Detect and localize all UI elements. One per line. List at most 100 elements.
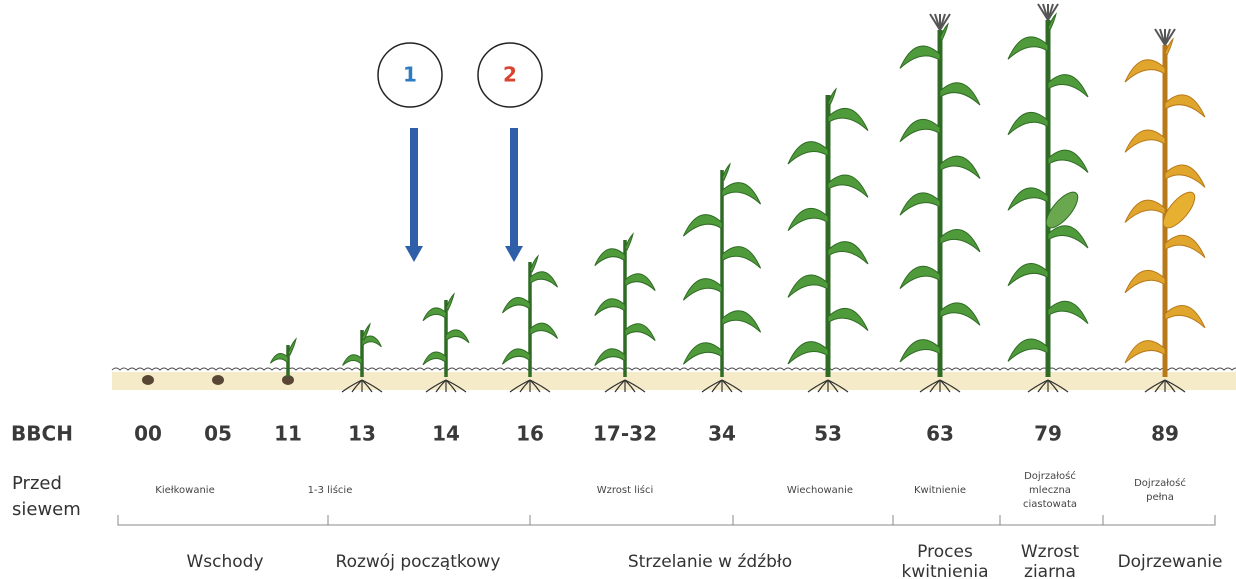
leaf (501, 348, 531, 365)
sub-stage: Kwitnienie (914, 485, 966, 496)
leaf (721, 182, 762, 205)
sub-stage: ciastowata (1023, 499, 1077, 510)
seed (142, 375, 154, 385)
root (435, 379, 447, 393)
leaf (827, 307, 869, 332)
cob (1162, 191, 1196, 229)
leaf (1047, 300, 1089, 324)
marker-circle (377, 42, 443, 108)
leaf (939, 155, 981, 179)
root (604, 379, 626, 393)
root (1037, 379, 1049, 393)
arrow-head (405, 246, 423, 262)
marker-circle (477, 42, 543, 108)
sub-stage: pełna (1146, 492, 1174, 503)
sub-stage: Kiełkowanie (155, 485, 214, 496)
root (445, 379, 467, 393)
leaf (1164, 94, 1206, 118)
leaf-tip (624, 232, 634, 251)
root (509, 379, 531, 393)
bbch-code: 34 (708, 422, 736, 446)
leaf (624, 273, 656, 291)
root (1027, 379, 1049, 393)
root (529, 379, 551, 393)
leaf-tip (721, 162, 731, 181)
leaf-tip (939, 22, 949, 41)
bbch-code: 00 (134, 422, 162, 446)
stage-bracket (117, 515, 1216, 526)
sub-stage: mleczna (1029, 485, 1071, 496)
leaf (594, 298, 626, 316)
leaf (1124, 129, 1166, 153)
main-stage: Wschody (186, 552, 263, 572)
leaf (899, 265, 941, 289)
leaf (529, 271, 559, 288)
leaf-tip (361, 322, 371, 341)
leaf (445, 329, 470, 344)
bbch-code: 79 (1034, 422, 1062, 446)
leaf (682, 342, 723, 365)
leaf (501, 296, 531, 314)
root (1144, 379, 1166, 393)
bbch-code: 14 (432, 422, 460, 446)
leaf (1047, 149, 1089, 173)
leaf (1124, 269, 1166, 294)
soil-band (112, 372, 1236, 390)
pre-sowing: Przed (12, 473, 62, 494)
seed (212, 375, 224, 385)
leaf (682, 214, 723, 237)
arrow-shaft (510, 128, 518, 248)
arrow-head (505, 246, 523, 262)
bbch-code: 17-32 (593, 422, 657, 446)
bbch-code: 53 (814, 422, 842, 446)
root (1154, 379, 1166, 393)
leaf (422, 307, 447, 322)
sub-stage: Dojrzałość (1024, 470, 1076, 482)
root (807, 379, 829, 393)
marker-label: 1 (403, 63, 417, 87)
leaf (1164, 304, 1206, 329)
root (919, 379, 941, 393)
main-stage: Strzelanie w źdźbło (628, 552, 792, 572)
root (519, 379, 531, 393)
root (351, 379, 363, 393)
leaf (342, 354, 363, 366)
leaf (594, 248, 626, 266)
leaf (1164, 234, 1206, 258)
leaf (827, 107, 869, 132)
tassel (939, 13, 951, 31)
leaf-tip (445, 292, 455, 311)
ground-line (111, 367, 1236, 371)
leaf (529, 322, 559, 339)
leaf (787, 141, 829, 165)
leaf (787, 274, 829, 298)
root (1047, 379, 1069, 393)
bbch-code: 13 (348, 422, 376, 446)
root (939, 379, 961, 393)
root (817, 379, 829, 393)
main-stage: ziarna (1024, 562, 1076, 579)
leaf (1124, 199, 1166, 223)
bbch-code: 63 (926, 422, 954, 446)
leaf (939, 82, 981, 106)
bbch-code: 16 (516, 422, 544, 446)
leaf (1124, 59, 1166, 83)
leaf-tip (827, 87, 837, 106)
leaf (939, 302, 981, 326)
leaf (361, 335, 382, 348)
sub-stage: Wzrost liści (597, 484, 654, 496)
leaf (1007, 262, 1049, 287)
main-stage: Dojrzewanie (1118, 552, 1223, 572)
root (827, 379, 849, 393)
main-stage: Proces (917, 542, 973, 562)
leaf (422, 351, 447, 366)
leaf (721, 310, 762, 333)
leaf (939, 229, 981, 253)
bbch-code: 89 (1151, 422, 1179, 446)
leaf (899, 45, 941, 69)
leaf (787, 341, 829, 365)
tassel (1047, 3, 1059, 21)
leaf (1007, 111, 1049, 136)
root (425, 379, 447, 393)
